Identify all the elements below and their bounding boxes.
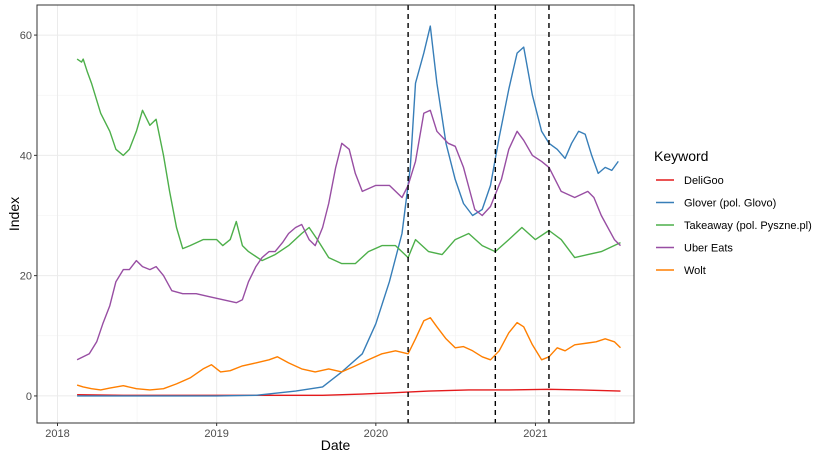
y-axis-title: Index xyxy=(6,197,22,231)
plot-panel-border xyxy=(36,4,635,424)
x-tick-label: 2020 xyxy=(364,428,388,440)
x-axis: 2018 2019 2020 2021 xyxy=(45,423,548,440)
series-line xyxy=(77,25,619,397)
legend-title: Keyword xyxy=(654,148,708,164)
reference-lines xyxy=(407,5,550,423)
legend-label: Wolt xyxy=(684,265,706,277)
legend-label: Takeaway (pol. Pyszne.pl) xyxy=(684,220,812,232)
series-line xyxy=(76,109,621,361)
legend-label: DeliGoo xyxy=(684,175,724,187)
y-tick-label: 40 xyxy=(20,150,32,162)
legend: Keyword DeliGoo Glover (pol. Glovo) Takeaw… xyxy=(654,148,812,277)
series-lines xyxy=(76,25,621,397)
series-line xyxy=(76,317,621,391)
y-axis: 0 20 40 60 xyxy=(20,30,37,403)
x-tick-label: 2021 xyxy=(523,428,547,440)
x-tick-label: 2018 xyxy=(45,428,69,440)
legend-label: Uber Eats xyxy=(684,243,733,255)
legend-label: Glover (pol. Glovo) xyxy=(684,198,776,210)
y-tick-label: 0 xyxy=(26,391,32,403)
x-axis-title: Date xyxy=(321,437,351,453)
y-tick-label: 60 xyxy=(20,30,32,42)
y-tick-label: 20 xyxy=(20,271,32,283)
grid-minor xyxy=(37,5,634,423)
x-tick-label: 2019 xyxy=(204,428,228,440)
